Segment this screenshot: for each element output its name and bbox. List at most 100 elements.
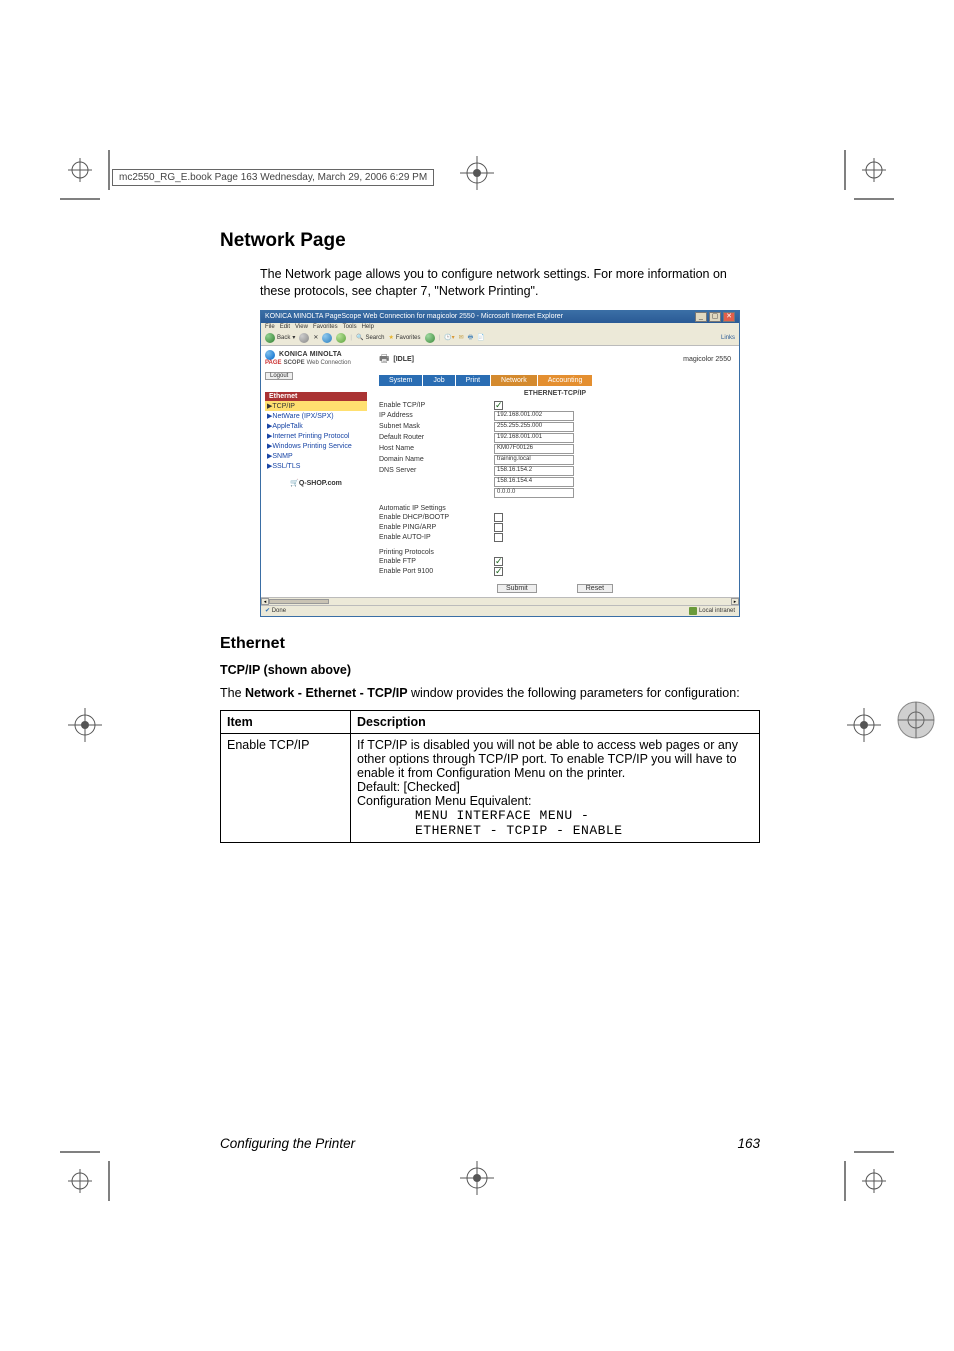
sidebar-item-windows-printing[interactable]: ▶Windows Printing Service: [265, 441, 367, 451]
tab-system[interactable]: System: [379, 375, 423, 386]
desc-para: The Network - Ethernet - TCP/IP window p…: [220, 685, 760, 702]
logout-button[interactable]: Logout: [265, 372, 293, 380]
form-row: DNS Server158.16.154.2: [379, 466, 731, 476]
brand-logo: KONICA MINOLTA: [265, 350, 367, 360]
menu-view[interactable]: View: [295, 324, 308, 330]
text-input[interactable]: 255.255.255.000: [494, 422, 574, 432]
form-row: Default Router192.168.001.001: [379, 433, 731, 443]
tab-print[interactable]: Print: [456, 375, 491, 386]
separator: |: [439, 335, 441, 341]
window-controls: _ ▢ ✕: [695, 312, 735, 322]
form-row: Enable DHCP/BOOTP: [379, 513, 731, 522]
history-icon[interactable]: 🕒▾: [444, 334, 454, 341]
ie-menubar: File Edit View Favorites Tools Help: [261, 323, 739, 331]
scroll-thumb[interactable]: [269, 599, 329, 604]
favorites-button[interactable]: ★Favorites: [388, 334, 420, 341]
cell-item: Enable TCP/IP: [221, 733, 351, 842]
desc-mono-1: MENU INTERFACE MENU -: [357, 808, 753, 823]
brand-sub-main: SCOPE: [284, 360, 305, 366]
maximize-icon[interactable]: ▢: [709, 312, 721, 322]
group-printing-protocols: Printing Protocols: [379, 549, 731, 556]
print-icon[interactable]: 🖶: [468, 333, 474, 343]
checkbox[interactable]: [494, 401, 503, 410]
checkbox[interactable]: [494, 557, 503, 566]
side-category-ethernet: Ethernet: [265, 392, 367, 401]
col-item: Item: [221, 710, 351, 733]
text-input[interactable]: training.local: [494, 455, 574, 465]
sidebar-item-ipp[interactable]: ▶Internet Printing Protocol: [265, 431, 367, 441]
back-button[interactable]: Back ▾: [265, 333, 295, 343]
checkbox[interactable]: [494, 513, 503, 522]
reset-button[interactable]: Reset: [577, 584, 613, 593]
form-row: IP Address192.168.001.002: [379, 411, 731, 421]
minimize-icon[interactable]: _: [695, 312, 707, 322]
form-row: Subnet Mask255.255.255.000: [379, 422, 731, 432]
form-label: DNS Server: [379, 467, 494, 474]
refresh-icon[interactable]: [322, 333, 332, 343]
text-input[interactable]: KM07F00126: [494, 444, 574, 454]
links-label[interactable]: Links: [721, 335, 735, 341]
ie-statusbar: ✔ Done Local intranet: [261, 605, 739, 616]
submit-button[interactable]: Submit: [497, 584, 537, 593]
brand-sub-prefix: PAGE: [265, 360, 282, 366]
scroll-left-icon[interactable]: ◂: [261, 598, 269, 605]
text-input[interactable]: 192.168.001.001: [494, 433, 574, 443]
checkbox[interactable]: [494, 567, 503, 576]
printer-model: magicolor 2550: [683, 356, 731, 363]
qshop-label: Q-SHOP.com: [299, 480, 342, 487]
checkbox[interactable]: [494, 533, 503, 542]
close-icon[interactable]: ✕: [723, 312, 735, 322]
tab-network[interactable]: Network: [491, 375, 538, 386]
sidebar-item-appletalk[interactable]: ▶AppleTalk: [265, 421, 367, 431]
menu-favorites[interactable]: Favorites: [313, 324, 338, 330]
search-label: Search: [365, 335, 384, 341]
tab-job[interactable]: Job: [423, 375, 455, 386]
desc-tail: window provides the following parameters…: [408, 686, 740, 700]
menu-file[interactable]: File: [265, 324, 275, 330]
brand-dot-icon: [265, 350, 275, 360]
menu-tools[interactable]: Tools: [343, 324, 357, 330]
tab-accounting[interactable]: Accounting: [538, 375, 594, 386]
group-auto-ip: Automatic IP Settings: [379, 505, 731, 512]
search-button[interactable]: 🔍Search: [356, 334, 385, 341]
horizontal-scrollbar[interactable]: ◂ ▸: [261, 597, 739, 605]
checkbox[interactable]: [494, 523, 503, 532]
forward-icon[interactable]: [299, 333, 309, 343]
cart-icon: 🛒: [290, 480, 299, 487]
sidebar-item-netware[interactable]: ▶NetWare (IPX/SPX): [265, 411, 367, 421]
ie-window: KONICA MINOLTA PageScope Web Connection …: [260, 310, 740, 617]
heading-network-page: Network Page: [220, 230, 760, 252]
printer-icon: 🖶: [379, 350, 389, 369]
text-input[interactable]: 0.0.0.0: [494, 488, 574, 498]
qshop-link[interactable]: 🛒Q-SHOP.com: [265, 479, 367, 487]
sidebar-item-snmp[interactable]: ▶SNMP: [265, 451, 367, 461]
section-title: ETHERNET-TCP/IP: [379, 390, 731, 397]
ie-right-pane: 🖶[IDLE] magicolor 2550 System Job Print …: [371, 346, 739, 597]
scroll-right-icon[interactable]: ▸: [731, 598, 739, 605]
edit-icon[interactable]: 📄: [477, 334, 484, 341]
tab-bar: System Job Print Network Accounting: [379, 375, 731, 386]
heading-tcpip: TCP/IP (shown above): [220, 663, 760, 677]
heading-ethernet: Ethernet: [220, 635, 760, 653]
form-label: Enable PING/ARP: [379, 524, 494, 531]
sidebar-item-tcpip[interactable]: ▶TCP/IP: [265, 401, 367, 411]
footer-page-number: 163: [737, 1136, 760, 1151]
media-icon[interactable]: [425, 333, 435, 343]
form-row: Domain Nametraining.local: [379, 455, 731, 465]
text-input[interactable]: 158.16.154.2: [494, 466, 574, 476]
menu-edit[interactable]: Edit: [280, 324, 290, 330]
form-label: Enable AUTO-IP: [379, 534, 494, 541]
page-content: Network Page The Network page allows you…: [220, 230, 760, 843]
menu-help[interactable]: Help: [362, 324, 374, 330]
sidebar-item-ssltls[interactable]: ▶SSL/TLS: [265, 461, 367, 471]
brand-text: KONICA MINOLTA: [279, 351, 342, 358]
text-input[interactable]: 158.16.154.4: [494, 477, 574, 487]
brand-sub: PAGESCOPE Web Connection: [265, 360, 367, 366]
mail-icon[interactable]: ✉: [459, 334, 464, 341]
done-icon: ✔: [265, 608, 270, 614]
text-input[interactable]: 192.168.001.002: [494, 411, 574, 421]
stop-icon[interactable]: ✕: [313, 334, 318, 341]
home-icon[interactable]: [336, 333, 346, 343]
form-row: Enable PING/ARP: [379, 523, 731, 532]
form-label: IP Address: [379, 412, 494, 419]
